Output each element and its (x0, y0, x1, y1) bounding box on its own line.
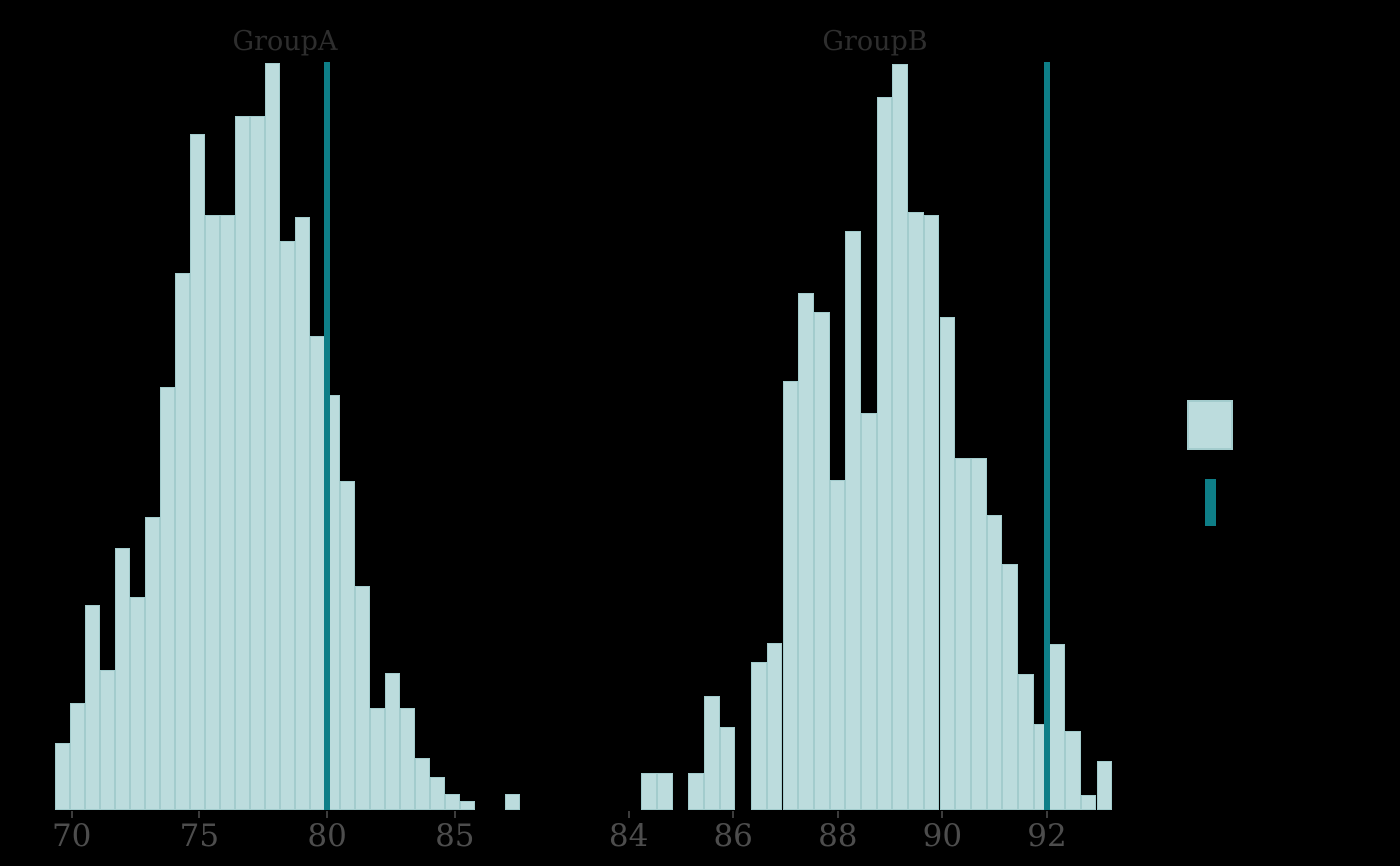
x-axis-tick-mark (941, 811, 944, 818)
histogram-bar (220, 215, 235, 810)
x-axis-tick-mark (732, 811, 735, 818)
histogram-bar (400, 708, 415, 810)
histogram-bar (250, 116, 265, 810)
histogram-bar (235, 116, 250, 810)
histogram-bar (175, 273, 190, 810)
histogram-bar (280, 241, 295, 810)
x-axis-tick-label: 75 (179, 818, 220, 854)
histogram-bar (845, 231, 861, 810)
histogram-bar (295, 217, 310, 810)
histogram-bar (641, 773, 657, 810)
histogram-bar (70, 703, 85, 810)
x-axis-tick-label: 80 (307, 818, 347, 854)
histogram-bar (1018, 674, 1034, 810)
histogram-bar (145, 517, 160, 810)
histogram-bar (939, 317, 956, 810)
histogram-bar (1002, 564, 1018, 810)
histogram-bar (445, 794, 460, 810)
histogram-bar (829, 480, 846, 810)
histogram-bar (782, 381, 799, 810)
x-axis-tick-label: 85 (435, 818, 475, 854)
histogram-bar (970, 458, 987, 810)
histogram-bar (430, 777, 445, 810)
x-axis-tick-label: 86 (713, 818, 753, 854)
histogram-bar (704, 696, 720, 810)
histogram-bar (1096, 761, 1113, 810)
histogram-bar (1049, 644, 1066, 810)
histogram-bar (1080, 795, 1097, 810)
histogram-bar (719, 727, 736, 810)
x-axis-tick-label: 92 (1027, 818, 1067, 854)
histogram-bar (355, 586, 370, 810)
histogram-bar (955, 458, 971, 810)
x-axis-tick-label: 70 (51, 818, 92, 854)
x-axis-tick-mark (70, 811, 73, 818)
legend-observed-line-swatch (1205, 479, 1216, 526)
histogram-bar (876, 97, 893, 810)
histogram-bar (55, 743, 70, 810)
histogram-bar (923, 215, 940, 810)
panel-title-group-a: GroupA (232, 26, 338, 57)
histogram-bar (205, 215, 220, 810)
histogram-bar (85, 605, 100, 810)
x-axis-tick-label: 88 (818, 818, 858, 854)
histogram-bar (190, 134, 205, 810)
histogram-bar (813, 312, 830, 810)
histogram-bar (986, 515, 1003, 810)
histogram-bar (130, 597, 145, 810)
histogram-bar (505, 794, 520, 810)
x-axis-tick-mark (198, 811, 201, 818)
observed-value-line (1044, 62, 1050, 810)
histogram-bar (798, 293, 814, 810)
histogram-bar (115, 548, 130, 810)
histogram-bar (340, 481, 355, 810)
x-axis-tick-mark (326, 811, 329, 818)
histogram-bar (1065, 731, 1081, 810)
x-axis-tick-label: 90 (922, 818, 963, 854)
histogram-bar (265, 63, 280, 810)
histogram-bar (160, 387, 175, 810)
histogram-bar (100, 670, 115, 810)
histogram-bar (460, 801, 475, 810)
x-axis-tick-label: 84 (608, 818, 649, 854)
histogram-bar (751, 662, 767, 810)
x-axis-tick-mark (627, 811, 630, 818)
panel-title-group-b: GroupB (822, 26, 928, 57)
x-axis-tick-mark (836, 811, 839, 818)
histogram-bar (766, 643, 783, 810)
histogram-bar (310, 336, 325, 810)
histogram-bar (908, 212, 924, 810)
histogram-bar (892, 64, 909, 810)
x-axis-tick-mark (453, 811, 456, 818)
legend-histogram-patch-swatch (1187, 400, 1233, 450)
histogram-bar (656, 773, 673, 810)
histogram-bar (861, 413, 877, 810)
histogram-bar (415, 758, 430, 810)
observed-value-line (324, 62, 331, 810)
histogram-bar (370, 708, 385, 810)
histogram-bar (688, 773, 704, 810)
histogram-bar (385, 673, 400, 810)
x-axis-tick-mark (1046, 811, 1048, 818)
